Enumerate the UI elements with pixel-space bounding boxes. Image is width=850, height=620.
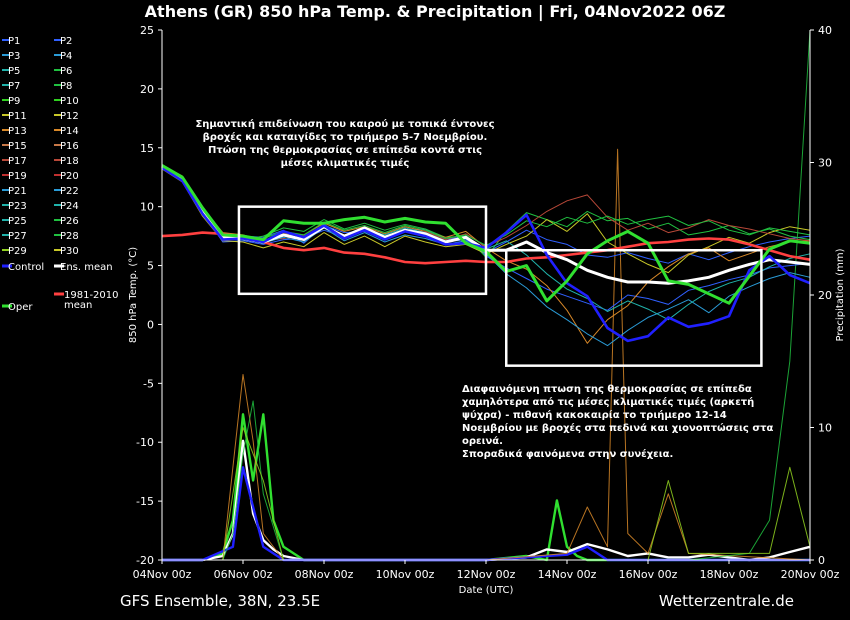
legend-label: P28 xyxy=(60,231,79,242)
annotation-2-line: Διαφαινόμενη πτωση της θερμοκρασίας σε ε… xyxy=(462,383,752,395)
legend-label: Oper xyxy=(8,302,33,313)
legend-label: P7 xyxy=(8,81,20,92)
y-tick-label: 5 xyxy=(147,260,154,273)
chart-title: Athens (GR) 850 hPa Temp. & Precipitatio… xyxy=(145,2,726,22)
legend-label: P23 xyxy=(8,201,27,212)
x-tick-label: 10Nov 00z xyxy=(376,568,435,581)
legend-label: 1981-2010 xyxy=(64,290,119,301)
y-axis-label: 850 hPa Temp. (°C) xyxy=(128,247,139,343)
legend-label: Ens. mean xyxy=(60,262,113,273)
y-tick-label: 25 xyxy=(140,24,154,37)
x-tick-label: 20Nov 00z xyxy=(781,568,840,581)
y-tick-label: -5 xyxy=(143,377,154,390)
legend-label: mean xyxy=(64,300,92,311)
legend-label: P27 xyxy=(8,231,27,242)
legend-label: P17 xyxy=(8,156,27,167)
legend-label: P26 xyxy=(60,216,79,227)
x-tick-label: 16Nov 00z xyxy=(619,568,678,581)
legend-label: P6 xyxy=(60,66,72,77)
legend-label: P29 xyxy=(8,246,27,257)
legend: P1 P2 P3 P4 P5 P6 P7 P8 P9 P10 P11 P12 P13 P14 P15 P16 P… xyxy=(2,36,119,313)
legend-label: Control xyxy=(8,262,44,273)
legend-label: P4 xyxy=(60,51,72,62)
legend-label: P19 xyxy=(8,171,27,182)
y2-tick-label: 0 xyxy=(818,554,825,567)
x-tick-label: 14Nov 00z xyxy=(538,568,597,581)
y-tick-label: -10 xyxy=(136,436,154,449)
legend-label: P12 xyxy=(60,111,79,122)
legend-label: P24 xyxy=(60,201,79,212)
legend-label: P15 xyxy=(8,141,27,152)
legend-label: P11 xyxy=(8,111,27,122)
legend-label: P1 xyxy=(8,36,20,47)
legend-label: P2 xyxy=(60,36,72,47)
annotation-1-line: Σημαντική επιδείνωση του καιρού με τοπικ… xyxy=(195,118,494,130)
y2-axis-label: Precipitation (mm) xyxy=(835,248,846,341)
x-tick-label: 06Nov 00z xyxy=(214,568,273,581)
x-tick-label: 04Nov 00z xyxy=(133,568,192,581)
legend-label: P9 xyxy=(8,96,20,107)
highlight-box-1 xyxy=(237,205,488,296)
annotation-2-line: χαμηλότερα από τις μέσες κλιματικές τιμέ… xyxy=(462,396,754,408)
x-axis-label: Date (UTC) xyxy=(459,585,514,596)
x-tick-label: 12Nov 00z xyxy=(457,568,516,581)
legend-label: P13 xyxy=(8,126,27,137)
x-tick-label: 08Nov 00z xyxy=(295,568,354,581)
annotation-2-line: ψύχρα) - πιθανή κακοκαιρία το τριήμερο 1… xyxy=(462,409,727,421)
y-tick-label: -20 xyxy=(136,554,154,567)
precip-line-control xyxy=(162,466,810,562)
y-tick-label: -15 xyxy=(136,495,154,508)
footer-source: GFS Ensemble, 38N, 23.5E xyxy=(120,592,320,610)
y-tick-label: 15 xyxy=(140,142,154,155)
legend-label: P8 xyxy=(60,81,72,92)
legend-label: P5 xyxy=(8,66,20,77)
y-tick-label: 10 xyxy=(140,201,154,214)
annotation-1-line: βροχές και καταιγίδες το τριήμερο 5-7 Νο… xyxy=(203,131,488,143)
annotation-1-line: μέσες κλιματικές τιμές xyxy=(281,157,410,169)
annotation-2-line: Νοεμβρίου με βροχές στα πεδινά και χιονο… xyxy=(462,422,773,434)
y-tick-label: 20 xyxy=(140,83,154,96)
legend-label: P10 xyxy=(60,96,79,107)
legend-label: P16 xyxy=(60,141,79,152)
y2-tick-label: 30 xyxy=(818,157,832,170)
y2-tick-label: 20 xyxy=(818,289,832,302)
y2-tick-label: 10 xyxy=(818,422,832,435)
legend-label: P21 xyxy=(8,186,27,197)
highlight-box-2 xyxy=(505,248,763,367)
legend-label: P30 xyxy=(60,246,79,257)
legend-label: P3 xyxy=(8,51,20,62)
footer-site: Wetterzentrale.de xyxy=(659,592,794,610)
axes: -20 -15 -10 -5 0 5 10 15 20 25 0 10 20 30 40 04Nov 00z 0… xyxy=(133,24,840,581)
y-tick-label: 0 xyxy=(147,318,154,331)
legend-label: P25 xyxy=(8,216,27,227)
annotation-2-line: ορεινά. xyxy=(462,435,503,447)
y2-tick-label: 40 xyxy=(818,24,832,37)
legend-label: P20 xyxy=(60,171,79,182)
highlight-boxes xyxy=(237,205,763,367)
legend-label: P18 xyxy=(60,156,79,167)
precip-line-p26 xyxy=(162,29,811,561)
precip-line-ens-mean xyxy=(162,439,811,562)
annotations: Σημαντική επιδείνωση του καιρού με τοπικ… xyxy=(195,118,773,460)
precip-line-p13 xyxy=(162,148,811,561)
annotation-1-line: Πτώση της θερμοκρασίας σε επίπεδα κοντά … xyxy=(208,144,482,156)
x-tick-label: 18Nov 00z xyxy=(700,568,759,581)
annotation-2-line: Σποραδικά φαινόμενα στην συνέχεια. xyxy=(462,448,673,460)
legend-label: P14 xyxy=(60,126,79,137)
legend-label: P22 xyxy=(60,186,79,197)
